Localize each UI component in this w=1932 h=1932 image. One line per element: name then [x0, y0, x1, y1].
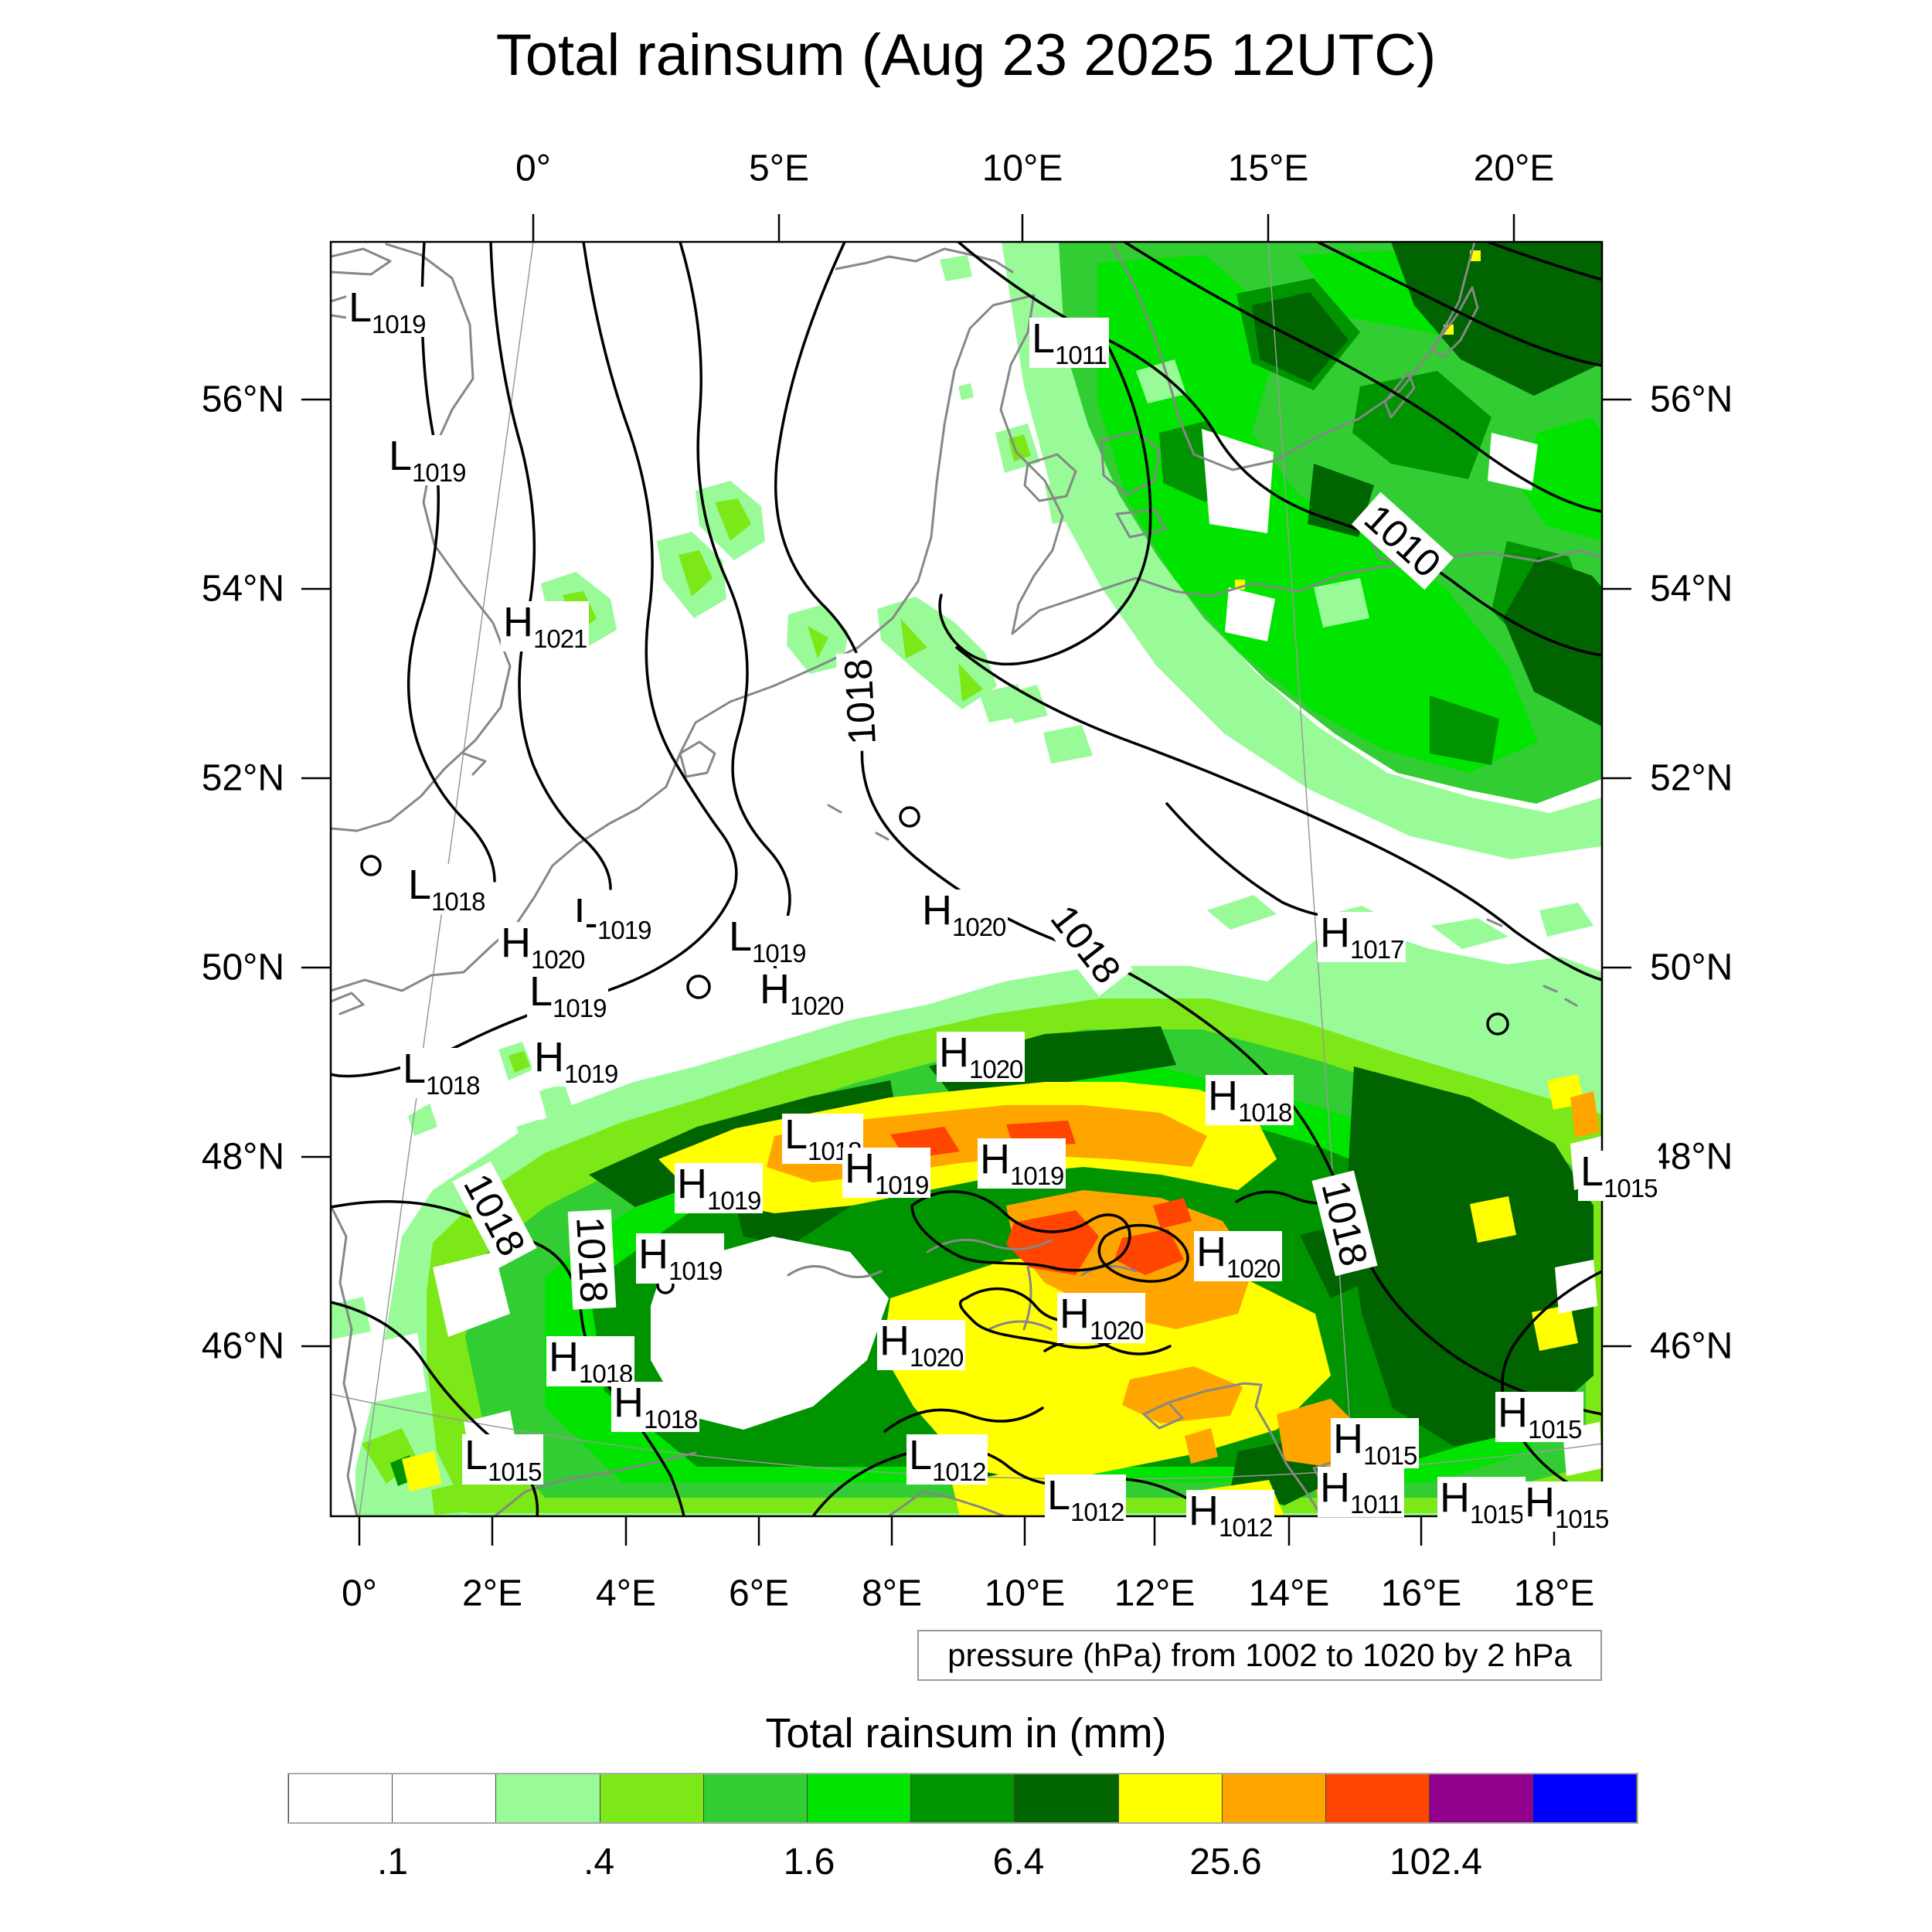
lon-label-bottom: 2°E: [462, 1573, 522, 1614]
colorbar-cell: [1014, 1774, 1119, 1822]
lat-label-left: 54°N: [201, 568, 284, 610]
lon-label-bottom: 16°E: [1380, 1573, 1462, 1614]
colorbar-tick-label: .1: [376, 1842, 409, 1883]
pressure-label-h1020: H1020: [877, 1320, 966, 1370]
pressure-legend-box: pressure (hPa) from 1002 to 1020 by 2 hP…: [917, 1630, 1602, 1681]
lon-label-top: 10°E: [981, 148, 1063, 189]
pressure-label-h1018: H1018: [611, 1382, 700, 1432]
colorbar-cell: [392, 1774, 497, 1822]
pressure-label-h1015: H1015: [1437, 1477, 1526, 1527]
lat-label-left: 50°N: [201, 947, 284, 988]
colorbar-cell: [1221, 1774, 1326, 1822]
pressure-label-h1015: H1015: [1331, 1418, 1420, 1468]
pressure-label-h1019: H1019: [978, 1138, 1066, 1189]
pressure-label-h1020: H1020: [920, 889, 1009, 940]
pressure-label-l1019: L1019: [386, 435, 468, 485]
lat-label-left: 52°N: [201, 757, 284, 799]
pressure-label-h1021: H1021: [501, 601, 590, 651]
colorbar-tick-label: 6.4: [992, 1842, 1045, 1883]
contour-label-1018: 1018: [835, 651, 885, 752]
lat-label-right: 56°N: [1650, 379, 1733, 420]
colorbar-cell: [599, 1774, 704, 1822]
pressure-label-h1020: H1020: [498, 922, 587, 972]
axis-ticks: [301, 214, 1631, 1546]
colorbar-tick-label: .4: [583, 1842, 615, 1883]
colorbar-cell: [495, 1774, 600, 1822]
colorbar-tick-label: 1.6: [783, 1842, 835, 1883]
page-title: Total rainsum (Aug 23 2025 12UTC): [495, 22, 1437, 88]
map-frame: [329, 240, 1604, 1518]
lat-label-left: 46°N: [201, 1325, 284, 1367]
rainfall-field: [331, 242, 1602, 1516]
pressure-legend-text: pressure (hPa) from 1002 to 1020 by 2 hP…: [947, 1637, 1572, 1673]
colorbar-cell: [1325, 1774, 1430, 1822]
colorbar-tick-label: 25.6: [1189, 1842, 1262, 1883]
pressure-label-h1020: H1020: [937, 1032, 1026, 1082]
pressure-label-h1012: H1012: [1186, 1490, 1275, 1540]
pressure-label-l1019: L1019: [527, 971, 609, 1021]
pressure-label-h1020: H1020: [1057, 1293, 1146, 1343]
pressure-label-l1011: L1011: [1029, 318, 1110, 368]
pressure-label-l1019: L1019: [726, 916, 808, 966]
pressure-label-l1019: L1019: [346, 287, 428, 337]
pressure-label-l1018: L1018: [400, 1048, 482, 1098]
contour-label-1018: 1018: [567, 1209, 617, 1310]
lat-label-right: 48°N: [1650, 1136, 1733, 1178]
lon-label-top: 15°E: [1227, 148, 1309, 189]
pressure-label-h1019: H1019: [842, 1148, 931, 1198]
colorbar-cell: [1429, 1774, 1534, 1822]
colorbar-cell: [288, 1774, 393, 1822]
pressure-label-l1015: L1015: [462, 1434, 544, 1485]
lon-label-bottom: 18°E: [1513, 1573, 1595, 1614]
lon-label-top: 0°: [515, 148, 551, 189]
colorbar-tick-label: 102.4: [1389, 1842, 1483, 1883]
pressure-label-h1018: H1018: [1206, 1075, 1294, 1125]
lon-label-bottom: 10°E: [984, 1573, 1066, 1614]
pressure-label-l1012: L1012: [1045, 1475, 1127, 1525]
lat-label-right: 50°N: [1650, 947, 1733, 988]
colorbar-cell: [806, 1774, 912, 1822]
colorbar: [287, 1773, 1639, 1824]
pressure-label-h1020: H1020: [757, 968, 846, 1019]
colorbar-cell: [702, 1774, 808, 1822]
pressure-label-h1020: H1020: [1194, 1231, 1283, 1281]
pressure-label-l1015: L1015: [1578, 1151, 1660, 1201]
lon-label-bottom: 14°E: [1248, 1573, 1330, 1614]
lat-label-right: 46°N: [1650, 1325, 1733, 1367]
pressure-label-h1017: H1017: [1318, 912, 1406, 962]
lon-label-bottom: 6°E: [729, 1573, 789, 1614]
lat-label-right: 54°N: [1650, 568, 1733, 610]
colorbar-cell: [1532, 1774, 1638, 1822]
pressure-label-h1019: H1019: [532, 1036, 621, 1087]
pressure-label-h1015: H1015: [1522, 1481, 1611, 1532]
lon-label-top: 5°E: [749, 148, 809, 189]
pressure-label-h1019: H1019: [636, 1233, 725, 1284]
pressure-label-h1011: H1011: [1318, 1467, 1404, 1517]
pressure-label-h1019: H1019: [675, 1163, 764, 1213]
colorbar-cell: [1117, 1774, 1223, 1822]
lon-label-bottom: 4°E: [596, 1573, 656, 1614]
lon-label-top: 20°E: [1473, 148, 1555, 189]
lat-label-right: 52°N: [1650, 757, 1733, 799]
pressure-label-l1012: L1012: [906, 1434, 988, 1485]
lon-label-bottom: 12°E: [1114, 1573, 1196, 1614]
lat-label-left: 48°N: [201, 1136, 284, 1178]
colorbar-cell: [910, 1774, 1015, 1822]
colorbar-title: Total rainsum in (mm): [765, 1710, 1167, 1757]
pressure-label-l1018: L1018: [406, 864, 488, 914]
lat-label-left: 56°N: [201, 379, 284, 420]
pressure-label-h1015: H1015: [1495, 1392, 1584, 1442]
lon-label-bottom: 8°E: [862, 1573, 922, 1614]
pressure-label-h1018: H1018: [546, 1336, 635, 1386]
lon-label-bottom: 0°: [342, 1573, 377, 1614]
